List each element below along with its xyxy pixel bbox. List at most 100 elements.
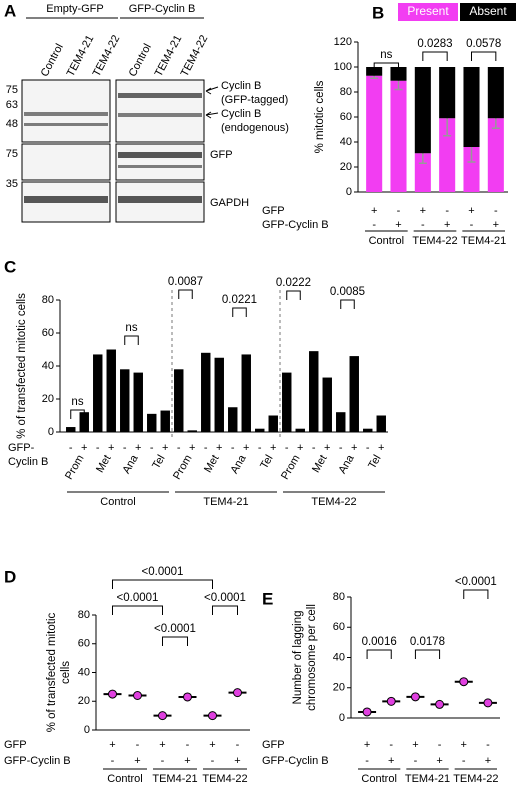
mean-dot (362, 707, 372, 717)
sign: - (204, 442, 208, 454)
band (24, 196, 108, 203)
bar (268, 415, 278, 432)
group-label: TEM4-22 (311, 496, 356, 508)
bar (349, 356, 359, 432)
sign: - (258, 442, 262, 454)
bracket (162, 636, 188, 646)
sign: + (351, 442, 357, 454)
y-tick-label: 40 (333, 651, 345, 663)
panel-a: A Empty-GFP GFP-Cyclin B Control TEM4-21… (4, 1, 289, 223)
y-axis-label: cells (60, 661, 72, 684)
phase-label: Met (202, 453, 222, 475)
sign: + (270, 442, 276, 454)
blot-box (21, 143, 111, 181)
band-label: (endogenous) (221, 122, 289, 134)
annotation: 0.0087 (168, 276, 203, 288)
group-label: TEM4-21 (405, 773, 450, 785)
sign: - (462, 755, 466, 767)
phase-label: Tel (366, 453, 383, 471)
mean-dot (435, 699, 445, 709)
bracket (471, 51, 497, 61)
sign: + (109, 739, 115, 751)
bar (201, 352, 211, 432)
sign: + (216, 442, 222, 454)
mean-dot (108, 689, 117, 699)
y-tick-label: 0 (48, 426, 54, 438)
panel-letter: B (372, 3, 384, 22)
sign: - (186, 739, 190, 751)
sign: + (108, 442, 114, 454)
sign: + (184, 755, 190, 767)
annotation: 0.0085 (330, 286, 365, 298)
y-tick-label: 80 (42, 294, 54, 306)
group-label: TEM4-21 (461, 235, 506, 247)
sign: - (470, 219, 474, 231)
sign: + (209, 739, 215, 751)
marker: 35 (6, 178, 18, 190)
y-tick-label: 60 (78, 638, 90, 650)
mean-dot (410, 692, 420, 702)
row-label: Cyclin B (8, 456, 48, 468)
band (118, 152, 202, 158)
sign: + (134, 755, 140, 767)
bar (376, 415, 386, 432)
band (118, 113, 202, 117)
sign: + (436, 755, 442, 767)
bracket (112, 605, 163, 615)
bracket (463, 589, 489, 599)
panel-letter: E (262, 589, 273, 608)
sign: - (161, 755, 165, 767)
arrow (205, 111, 219, 119)
bar (214, 357, 224, 432)
y-axis-label: % of transfected mitotic cells (16, 293, 28, 439)
annotation: <0.0001 (204, 592, 246, 604)
sign: - (96, 442, 100, 454)
row-label: GFP-Cyclin B (4, 755, 71, 767)
sign: - (438, 739, 442, 751)
bracket (422, 51, 448, 61)
y-tick-label: 20 (78, 695, 90, 707)
arrow (205, 86, 219, 95)
phase-label: Met (94, 453, 114, 475)
annotation: 0.0222 (276, 277, 311, 289)
bar (241, 354, 251, 432)
mean-dot (183, 692, 192, 702)
bracket (286, 290, 301, 300)
sign: - (312, 442, 316, 454)
annotation: ns (380, 49, 392, 61)
group-label: Control (107, 773, 142, 785)
band-label: Cyclin B (221, 80, 261, 92)
sign: - (339, 442, 343, 454)
y-tick-label: 80 (78, 609, 90, 621)
annotation: ns (125, 322, 137, 334)
blot-group: Empty-GFP (46, 3, 103, 15)
y-tick-label: 60 (340, 111, 352, 123)
phase-label: Tel (150, 453, 167, 471)
bracket (340, 299, 355, 309)
bar (295, 428, 305, 432)
sign: + (162, 442, 168, 454)
band-label: Cyclin B (221, 108, 261, 120)
sign: + (378, 442, 384, 454)
annotation: 0.0578 (466, 38, 501, 50)
bar-segment (390, 80, 407, 192)
group-label: TEM4-22 (412, 235, 457, 247)
sign: + (493, 219, 499, 231)
mean-dot (158, 711, 167, 721)
marker: 75 (6, 84, 18, 96)
sign: - (445, 205, 449, 217)
band-label: GFP (210, 149, 233, 161)
sign: + (485, 755, 491, 767)
bar-segment (463, 147, 480, 192)
mean-dot (208, 711, 217, 721)
sign: - (69, 442, 73, 454)
sign: + (388, 755, 394, 767)
phase-label: Met (310, 453, 330, 475)
y-tick-label: 80 (340, 86, 352, 98)
bar (160, 410, 170, 432)
row-label: GFP- (8, 442, 35, 454)
bracket (414, 649, 441, 659)
band (24, 123, 108, 126)
sign: + (159, 739, 165, 751)
panel-letter: D (4, 567, 16, 586)
